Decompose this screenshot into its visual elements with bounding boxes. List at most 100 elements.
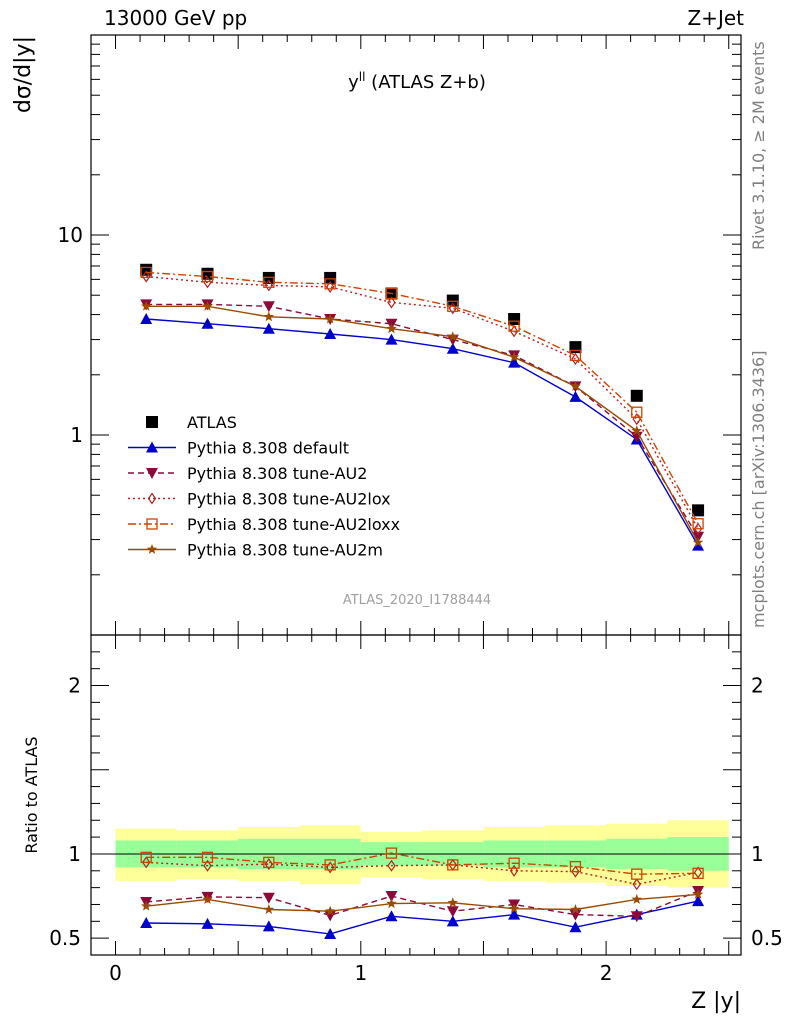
chart-title-rest: (ATLAS Z+b) (365, 72, 485, 93)
data-point (263, 904, 275, 914)
data-point (141, 300, 152, 311)
data-point (446, 906, 459, 918)
data-point (324, 271, 337, 284)
data-point (203, 276, 212, 289)
header-left-label: 13000 GeV pp (104, 6, 248, 30)
y-tick-label-right: 0.5 (751, 926, 783, 950)
series-line (146, 900, 699, 935)
data-point (447, 300, 459, 312)
legend: ATLAS Pythia 8.308 default Pythia 8.308 tu… (128, 413, 400, 560)
legend-marker (146, 416, 158, 428)
y-tick-label-right: 1 (751, 842, 764, 866)
data-point (202, 300, 213, 311)
data-point (386, 323, 397, 334)
data-point (263, 311, 275, 322)
data-point (692, 888, 704, 899)
data-point (385, 891, 398, 903)
x-tick-label: 0 (109, 961, 122, 985)
y-tick-label: 10 (58, 223, 83, 247)
data-point (141, 270, 151, 283)
data-point (446, 294, 459, 307)
data-point (387, 859, 396, 872)
y-tick-label: 0.5 (49, 926, 81, 950)
ratio-series (140, 886, 705, 923)
data-point (569, 909, 582, 921)
chart-title-base: y (348, 72, 359, 93)
data-point (325, 861, 335, 874)
ratio-y-axis-label: Ratio to ATLAS (22, 736, 41, 853)
data-point (141, 900, 152, 911)
legend-label: Pythia 8.308 tune-AU2m (187, 541, 383, 560)
data-point (631, 425, 642, 436)
main-series (140, 263, 705, 517)
legend-label: Pythia 8.308 tune-AU2 (187, 464, 367, 483)
data-point (693, 866, 703, 879)
series-line (146, 271, 699, 525)
data-point (324, 313, 336, 324)
ratio-series (141, 888, 704, 916)
data-point (631, 893, 642, 904)
data-point (324, 910, 337, 922)
data-point (201, 317, 214, 329)
main-series (140, 266, 704, 530)
data-point (508, 351, 520, 362)
data-point (324, 927, 337, 939)
series-line (146, 303, 699, 538)
x-tick-label: 1 (354, 961, 367, 985)
ratio-series (140, 847, 704, 880)
x-axis-label: Z |y| (691, 989, 741, 1014)
series-line (146, 893, 699, 912)
plot-frame (90, 634, 742, 956)
data-point (140, 266, 152, 279)
y-tick-label: 1 (68, 842, 81, 866)
data-point (569, 341, 582, 354)
data-point (569, 390, 582, 402)
data-point (571, 865, 580, 878)
legend-label: ATLAS (187, 413, 237, 432)
data-point (630, 911, 643, 923)
data-point (569, 921, 582, 933)
data-point (693, 522, 703, 535)
ratio-series (140, 895, 705, 939)
chart-title: yll (ATLAS Z+b) (348, 70, 486, 93)
data-point (264, 279, 274, 292)
data-point (631, 406, 643, 418)
series-line (146, 861, 699, 886)
data-point (140, 263, 153, 276)
data-point (263, 276, 275, 288)
data-point (692, 895, 705, 907)
data-point (201, 270, 214, 283)
data-point (264, 858, 274, 871)
legend-label: Pythia 8.308 tune-AU2loxx (187, 515, 400, 534)
data-point (692, 867, 704, 879)
data-point (508, 320, 520, 332)
data-point (262, 892, 275, 904)
legend-label: Pythia 8.308 default (187, 439, 349, 458)
legend-marker (146, 518, 158, 530)
data-point (203, 859, 212, 872)
data-point (570, 380, 581, 391)
data-point (446, 342, 459, 354)
ratio-panel: 0 1 2 0.5 0.5 1 1 2 2 Ratio to ATLAS Z |y| (22, 634, 783, 1014)
series-line (146, 852, 699, 875)
data-point (141, 856, 151, 869)
data-point (385, 847, 398, 859)
data-point (202, 893, 213, 904)
series-line (146, 305, 699, 543)
data-point (385, 333, 398, 345)
data-point (324, 327, 337, 339)
data-point (509, 325, 519, 338)
data-point (632, 878, 641, 891)
data-point (140, 851, 152, 863)
legend-marker (147, 492, 157, 505)
x-tick-label: 2 (600, 961, 613, 985)
data-point (446, 915, 459, 927)
data-point (201, 917, 214, 929)
data-point (447, 859, 459, 871)
data-point (324, 278, 336, 290)
data-point (630, 389, 643, 402)
data-point (692, 539, 705, 551)
chart-title-sup: ll (359, 70, 366, 84)
analysis-watermark: ATLAS_2020_I1788444 (343, 593, 491, 608)
